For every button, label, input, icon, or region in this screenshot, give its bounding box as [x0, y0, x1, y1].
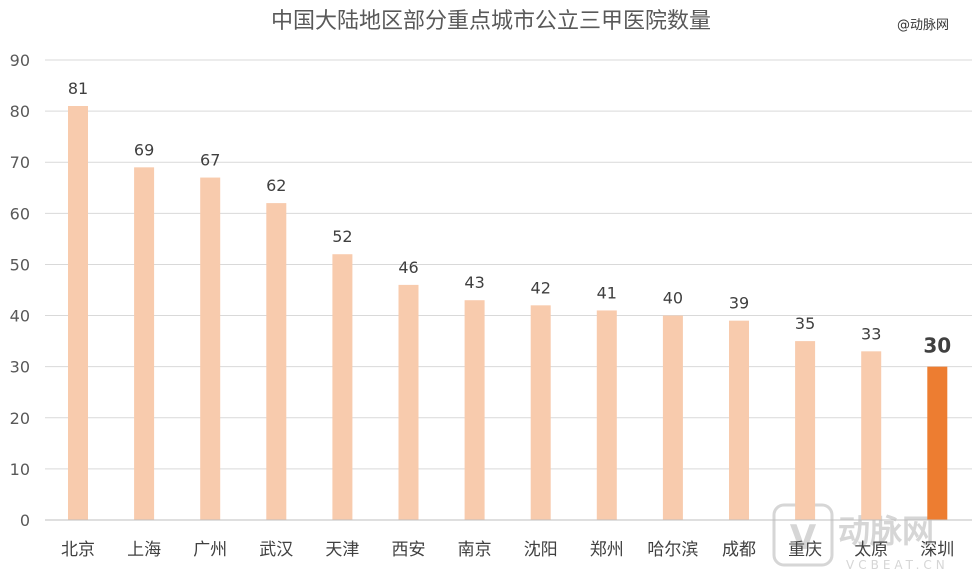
data-label-1: 69: [134, 140, 154, 159]
chart-title: 中国大陆地区部分重点城市公立三甲医院数量: [271, 9, 711, 34]
y-tick-label: 60: [10, 204, 30, 223]
y-tick-label: 70: [10, 153, 30, 172]
x-axis-ticks: 北京 上海 广州 武汉 天津 西安 南京 沈阳 郑州 哈尔滨 成都 重庆 太原 深圳: [61, 540, 954, 560]
data-label-0: 81: [68, 79, 88, 98]
bar-1: [134, 167, 155, 521]
source-label: @动脉网: [897, 18, 949, 33]
watermark-logo-letter: V: [790, 518, 817, 558]
y-tick-label: 90: [10, 51, 30, 70]
data-label-10: 39: [729, 294, 749, 313]
watermark-latin: VCBEAT.CN: [846, 558, 949, 572]
x-tick-label-12: 太原: [854, 540, 888, 560]
bar-6: [464, 300, 485, 520]
data-label-4: 52: [332, 227, 352, 246]
y-tick-label: 10: [10, 460, 30, 479]
bar-9: [662, 315, 683, 520]
x-tick-label-9: 哈尔滨: [647, 540, 698, 560]
bar-3: [266, 203, 287, 520]
data-label-5: 46: [398, 258, 418, 277]
y-tick-label: 50: [10, 255, 30, 274]
y-tick-label: 20: [10, 409, 30, 428]
y-axis-ticks: 0 10 20 30 40 50 60 70 80 90: [10, 51, 30, 530]
watermark-brand: 动脉网: [838, 512, 934, 550]
x-tick-label-0: 北京: [61, 540, 95, 560]
bar-10: [729, 320, 749, 520]
data-label-6: 43: [464, 273, 484, 292]
x-tick-label-13: 深圳: [920, 540, 954, 560]
bar-13: [927, 366, 948, 520]
data-label-11: 35: [795, 314, 815, 333]
y-tick-label: 80: [10, 102, 30, 121]
bar-0: [68, 106, 88, 520]
x-tick-label-4: 天津: [325, 540, 359, 560]
x-tick-label-1: 上海: [127, 540, 161, 560]
bar-7: [530, 305, 551, 520]
x-tick-label-2: 广州: [193, 540, 227, 560]
data-label-7: 42: [531, 278, 551, 297]
data-label-13: 30: [923, 334, 951, 358]
data-label-2: 67: [200, 151, 220, 170]
gridlines: [45, 59, 972, 470]
bar-5: [398, 284, 419, 520]
bars: [68, 106, 948, 521]
bar-11: [795, 341, 816, 520]
y-tick-label: 40: [10, 307, 30, 326]
x-tick-label-8: 郑州: [590, 540, 624, 560]
data-label-9: 40: [663, 289, 683, 308]
x-tick-label-5: 西安: [392, 540, 426, 560]
x-tick-label-10: 成都: [722, 540, 756, 560]
x-tick-label-3: 武汉: [259, 540, 293, 560]
y-tick-label: 0: [20, 511, 30, 530]
data-label-3: 62: [266, 176, 286, 195]
bar-12: [861, 351, 882, 520]
data-label-12: 33: [861, 324, 881, 343]
y-tick-label: 30: [10, 358, 30, 377]
data-labels: 81 69 67 62 52 46 43 42 41 40 39 35 33 30: [68, 79, 951, 358]
x-tick-label-6: 南京: [458, 540, 492, 560]
bar-4: [332, 254, 353, 520]
bar-2: [200, 177, 221, 521]
x-tick-label-11: 重庆: [788, 540, 822, 560]
watermark: V 动脉网 VCBEAT.CN: [772, 503, 949, 572]
bar-8: [596, 310, 617, 520]
data-label-8: 41: [597, 283, 617, 302]
x-tick-label-7: 沈阳: [524, 540, 558, 560]
